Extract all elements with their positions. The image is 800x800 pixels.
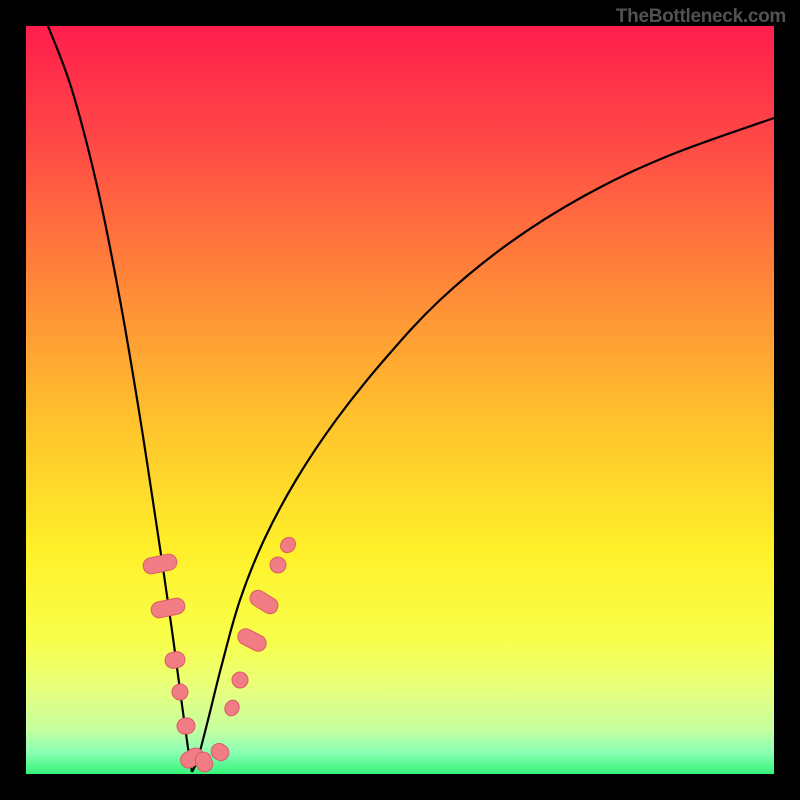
chart-canvas: TheBottleneck.com [0,0,800,800]
watermark-label: TheBottleneck.com [616,6,786,28]
chart-svg [0,0,800,800]
